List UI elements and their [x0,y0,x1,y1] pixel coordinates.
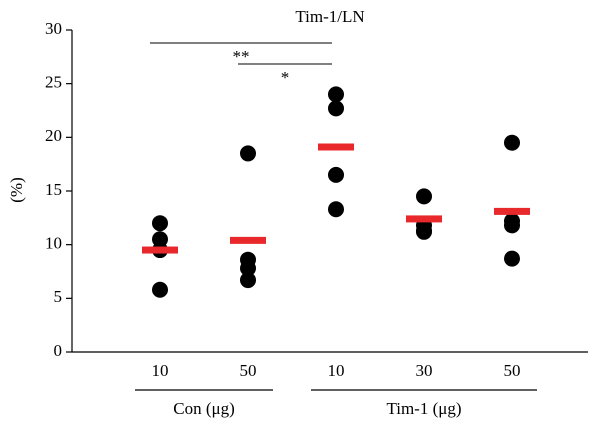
y-tick-label: 10 [45,234,62,253]
data-point [240,272,256,289]
data-point [504,217,520,234]
y-tick-label: 25 [45,73,62,92]
data-point [328,86,344,103]
y-tick-label: 15 [45,180,62,199]
data-point [328,100,344,117]
data-point [416,188,432,205]
group-label: Con (μg) [173,399,235,418]
y-axis-label: (%) [7,177,26,202]
y-tick-label: 20 [45,126,62,145]
mean-bar [406,215,442,223]
data-point [328,201,344,218]
significance-label: ** [233,47,250,66]
x-tick-label: 10 [328,361,345,380]
data-point [152,281,168,298]
data-point [240,260,256,277]
chart-title: Tim-1/LN [295,7,364,26]
mean-bar [142,246,178,254]
group-label: Tim-1 (μg) [386,399,461,418]
data-point [504,250,520,267]
mean-bar [230,236,266,244]
data-point [328,166,344,183]
y-tick-label: 30 [45,19,62,38]
data-point [504,134,520,151]
data-point [152,215,168,232]
y-tick-label: 5 [54,287,63,306]
mean-bar [494,207,530,215]
mean-bar [318,143,354,151]
data-point [240,145,256,162]
x-tick-label: 10 [152,361,169,380]
y-tick-label: 0 [54,341,63,360]
significance-label: * [281,68,290,87]
x-tick-label: 50 [240,361,257,380]
x-tick-label: 30 [416,361,433,380]
data-point [416,223,432,240]
x-tick-label: 50 [504,361,521,380]
